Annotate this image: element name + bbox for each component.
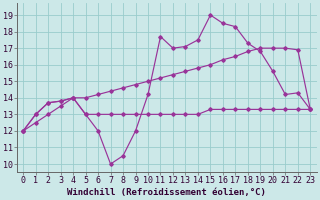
X-axis label: Windchill (Refroidissement éolien,°C): Windchill (Refroidissement éolien,°C) (67, 188, 266, 197)
